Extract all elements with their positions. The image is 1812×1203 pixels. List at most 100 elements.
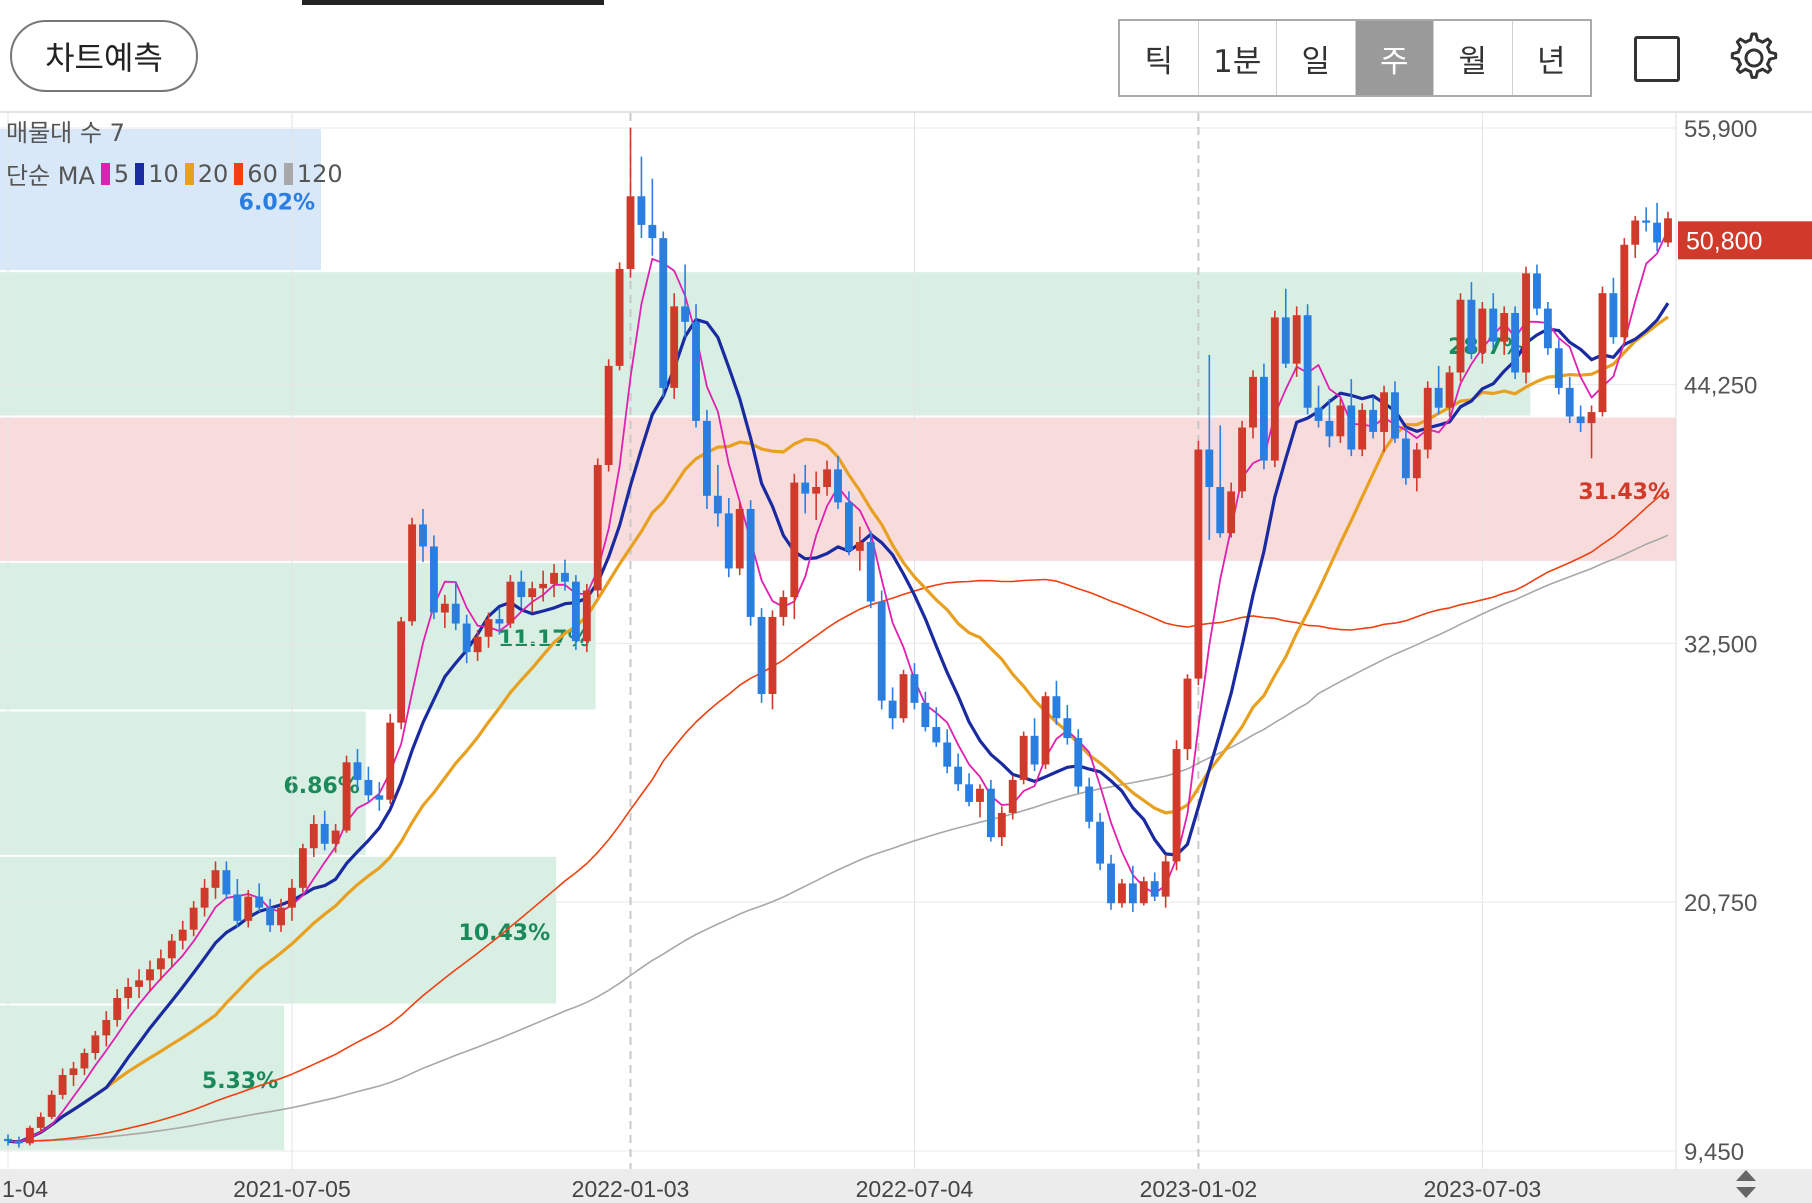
candle-body	[1314, 407, 1323, 421]
candle-body	[222, 870, 231, 895]
ma-legend: 단순 MA 5 10 20 60 120	[6, 156, 343, 191]
x-tick-label: 2023-01-02	[1140, 1176, 1258, 1202]
candle-body	[1369, 409, 1378, 432]
period-1min[interactable]: 1분	[1199, 21, 1277, 95]
candle-body	[1259, 376, 1268, 461]
header-divider	[0, 111, 1812, 113]
ma120-label: 120	[296, 159, 343, 188]
volume-zone	[0, 129, 322, 271]
candle-body	[277, 907, 285, 926]
candle-body	[866, 542, 875, 602]
candle-body	[484, 619, 493, 637]
toolbar: 차트예측 틱 1분 일 주 월 년	[0, 0, 1812, 112]
candle-body	[1500, 312, 1509, 342]
candle-body	[1489, 308, 1498, 342]
candle-body	[1543, 308, 1552, 349]
candle-body	[1478, 308, 1487, 353]
candle-body	[834, 469, 842, 503]
candle-body	[1434, 387, 1443, 408]
candle-body	[25, 1127, 34, 1144]
candle-body	[233, 894, 242, 921]
ma10-label: 10	[148, 159, 179, 188]
candle-body	[1227, 491, 1236, 534]
candle-body	[1270, 317, 1279, 461]
candle-body	[298, 848, 307, 888]
candle-body	[910, 674, 919, 703]
candle-body	[113, 997, 122, 1020]
candle-body	[1423, 387, 1432, 450]
candle-body	[997, 812, 1006, 838]
candle-body	[1609, 293, 1618, 338]
candle-body	[1238, 427, 1247, 492]
candle-body	[888, 700, 897, 719]
candle-body	[615, 268, 624, 366]
candle-body	[812, 486, 821, 494]
candle-body	[58, 1075, 67, 1095]
candle-body	[703, 420, 711, 496]
candlestick-chart[interactable]: 5.33%10.43%6.86%11.17%31.43%28.7%6.02%55…	[0, 113, 1812, 1203]
ma120-swatch	[283, 162, 293, 185]
candle-body	[4, 1138, 12, 1142]
candle-body	[1216, 486, 1225, 534]
chart-predict-button[interactable]: 차트예측	[10, 20, 198, 92]
candle-body	[1052, 696, 1061, 719]
candle-body	[167, 940, 176, 959]
candle-body	[1303, 315, 1312, 408]
candle-body	[1205, 449, 1214, 487]
period-day[interactable]: 일	[1277, 21, 1356, 95]
candle-body	[255, 896, 264, 908]
candle-body	[801, 482, 810, 494]
period-tick[interactable]: 틱	[1120, 21, 1199, 95]
candle-body	[757, 616, 766, 695]
candle-body	[604, 365, 613, 465]
period-selector: 틱 1분 일 주 월 년	[1118, 19, 1592, 97]
period-year[interactable]: 년	[1536, 43, 1566, 80]
candle-body	[1653, 222, 1662, 243]
candle-body	[1118, 883, 1126, 904]
candle-body	[986, 788, 995, 838]
candle-body	[36, 1116, 45, 1128]
candle-body	[779, 597, 788, 617]
candle-body	[331, 830, 340, 844]
candle-body	[408, 524, 417, 622]
candle-body	[135, 980, 143, 987]
volume-zone-percent: 10.43%	[459, 921, 551, 946]
candle-body	[451, 603, 460, 624]
x-tick-label: 2022-01-03	[572, 1176, 690, 1202]
period-month[interactable]: 월	[1434, 21, 1513, 95]
candle-body	[626, 196, 635, 269]
gear-icon[interactable]	[1724, 28, 1784, 88]
candle-body	[1412, 449, 1421, 479]
candle-body	[91, 1035, 100, 1053]
candle-body	[1522, 273, 1530, 373]
ma20-swatch	[184, 162, 194, 185]
square-icon[interactable]	[1634, 36, 1680, 82]
candle-body	[189, 907, 198, 930]
candle-body	[69, 1068, 78, 1076]
candle-body	[1565, 387, 1574, 417]
y-tick-label: 44,250	[1684, 373, 1757, 400]
candle-body	[746, 509, 755, 617]
candle-body	[965, 784, 973, 802]
candle-body	[462, 623, 471, 653]
period-week[interactable]: 주	[1355, 21, 1434, 95]
candle-body	[1533, 273, 1541, 309]
candle-body	[80, 1052, 89, 1069]
ma5-label: 5	[113, 159, 130, 188]
candle-body	[419, 524, 427, 547]
candle-body	[375, 795, 384, 800]
candle-body	[1019, 735, 1028, 780]
candle-body	[1194, 449, 1203, 679]
candle-body	[124, 986, 133, 998]
candle-body	[976, 788, 984, 802]
volume-zone-percent: 31.43%	[1578, 480, 1670, 505]
candle-body	[156, 958, 165, 970]
candle-body	[823, 469, 832, 487]
candle-body	[582, 590, 591, 642]
vertical-scroll-icon[interactable]	[1732, 1168, 1760, 1200]
candle-body	[593, 464, 602, 591]
candle-body	[1401, 438, 1410, 479]
candle-body	[1336, 405, 1345, 437]
current-price-label: 50,800	[1686, 227, 1762, 255]
candle-body	[921, 702, 930, 728]
